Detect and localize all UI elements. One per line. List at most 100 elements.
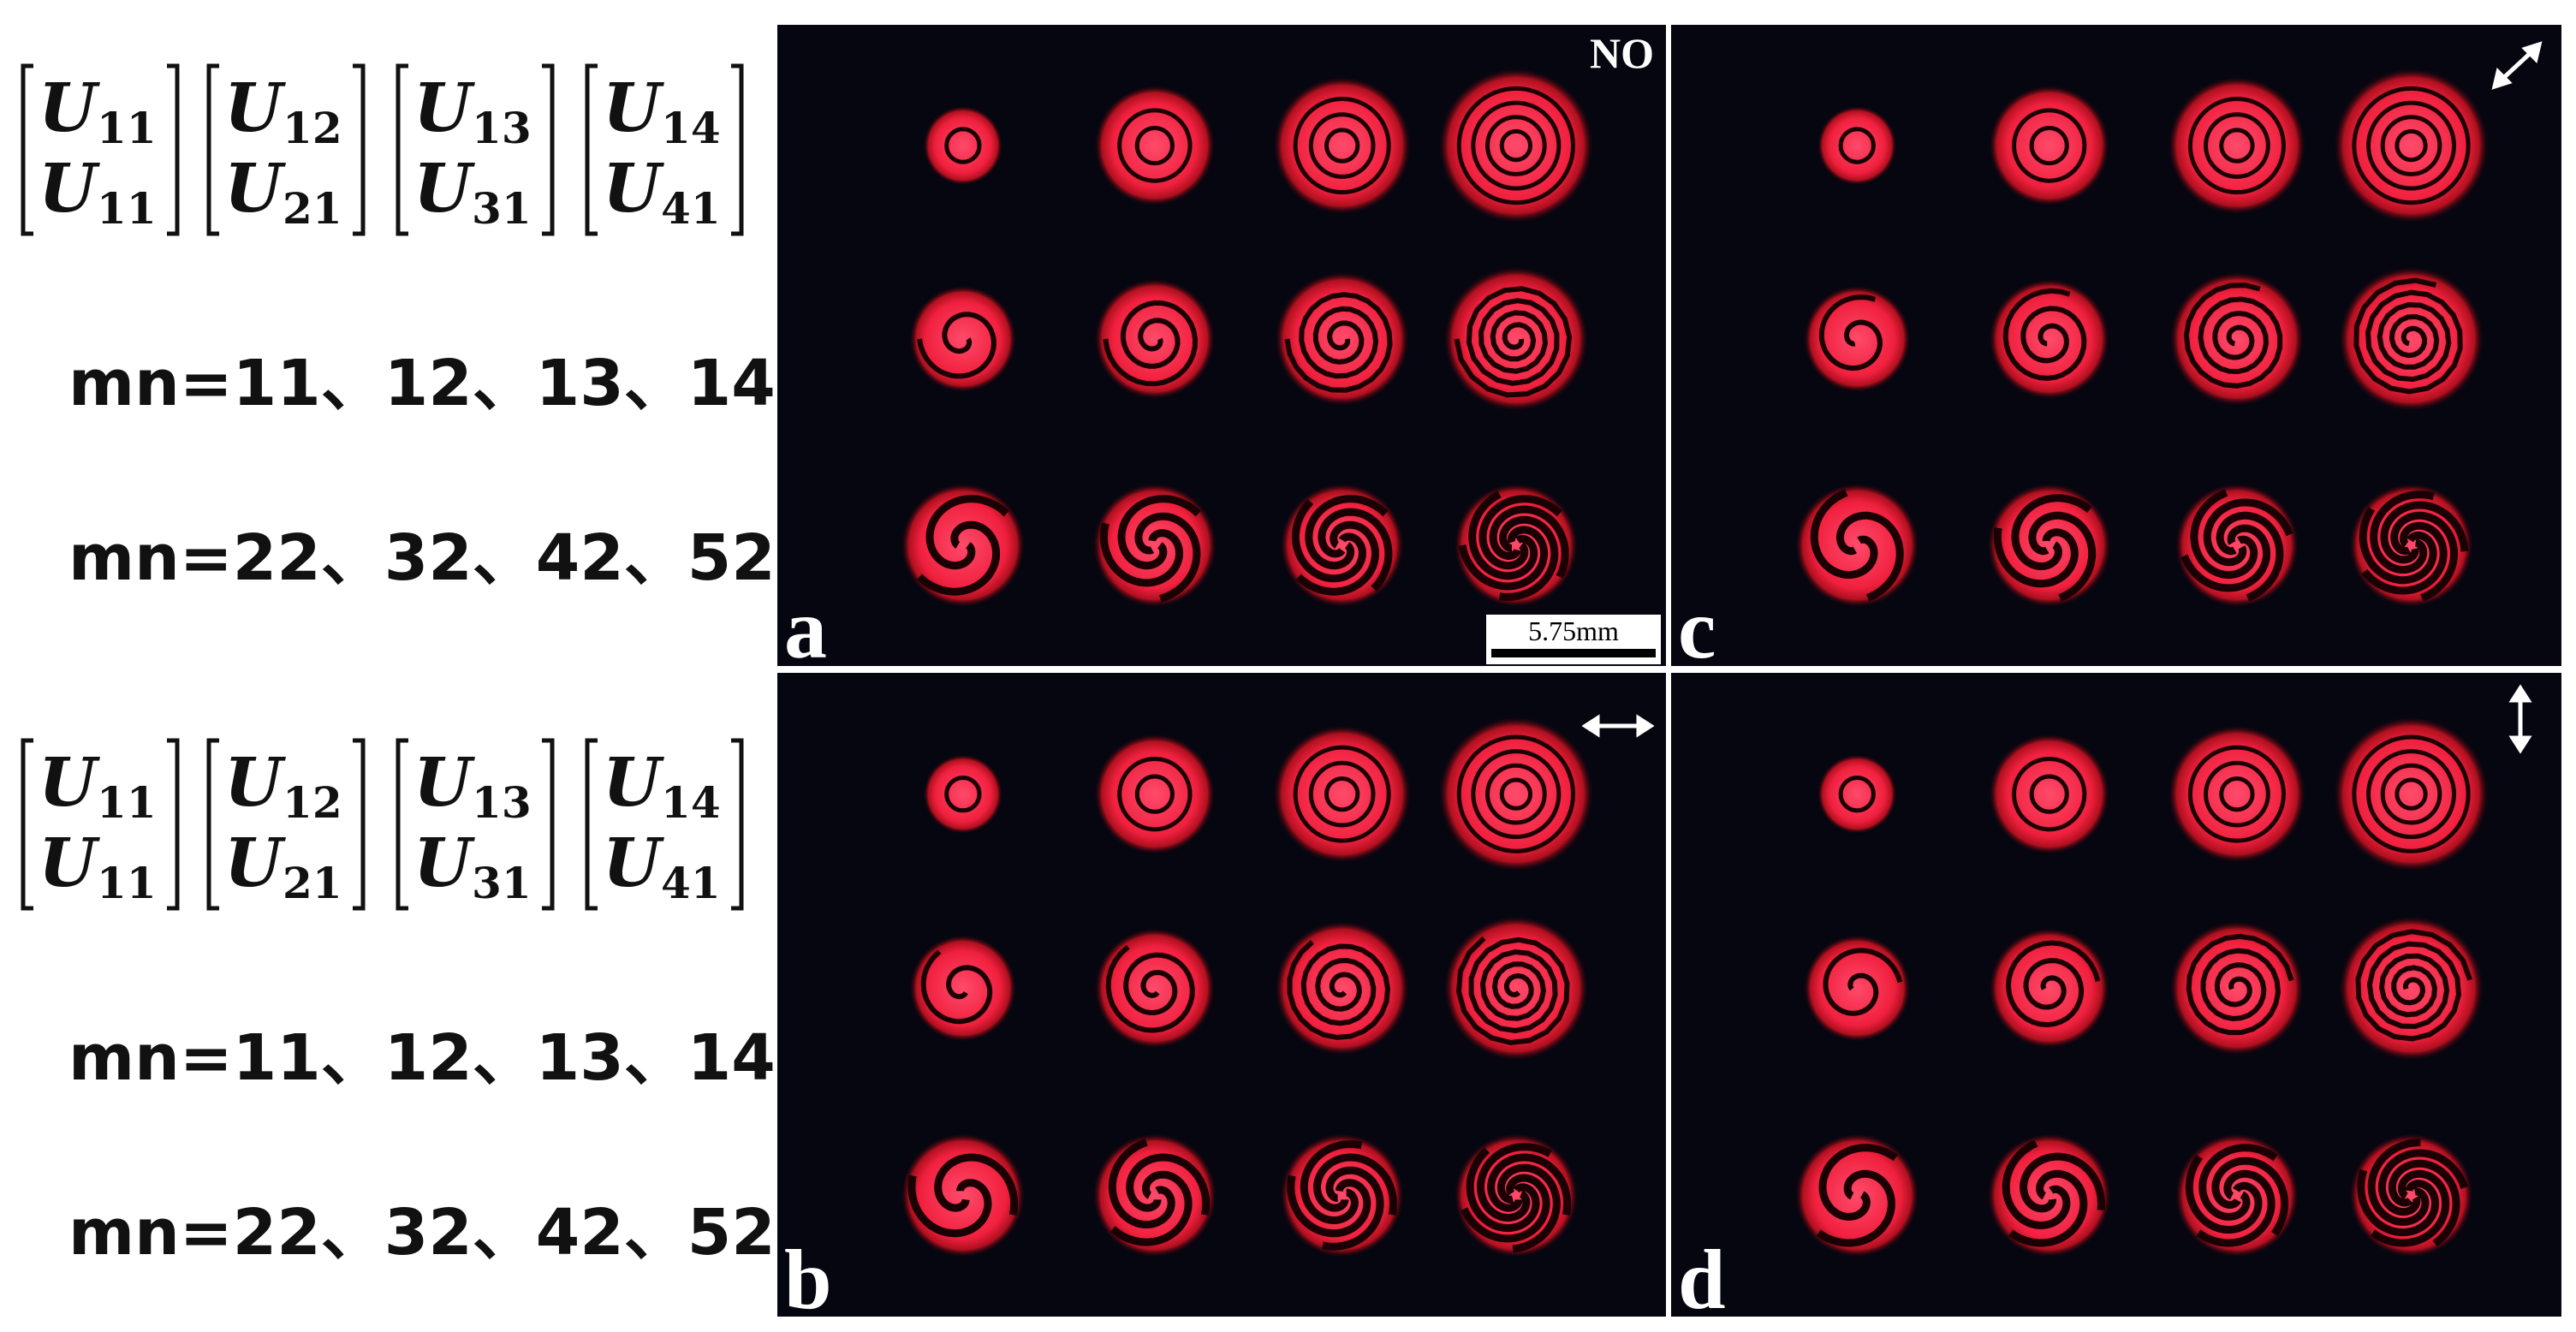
spiral <box>2180 489 2293 602</box>
symbol: U <box>413 824 475 902</box>
ring <box>2187 97 2286 195</box>
symbol: U <box>39 824 100 902</box>
subscript: 21 <box>283 183 342 234</box>
beam-spot <box>2174 483 2299 607</box>
bracket-right <box>542 63 555 236</box>
ring <box>1117 108 1193 183</box>
bracket-right <box>731 63 744 236</box>
spiral <box>920 949 993 1025</box>
ring <box>1471 749 1562 840</box>
beam-spot <box>1989 734 2109 854</box>
beam-spot <box>1438 717 1593 871</box>
spiral <box>2186 933 2294 1036</box>
beam-spot <box>1817 106 1897 186</box>
ring <box>2187 745 2286 843</box>
spiral <box>917 312 996 379</box>
spiral <box>2183 282 2283 389</box>
beam-spot <box>1817 754 1897 834</box>
matrix-entry: U41 <box>603 824 721 908</box>
symbol: U <box>413 69 475 147</box>
beam-spot <box>1094 734 1215 854</box>
matrix-entry: U13 <box>413 744 532 828</box>
matrix-entry: U31 <box>413 824 532 908</box>
subscript: 14 <box>661 777 721 828</box>
beam-spot <box>1795 483 1919 607</box>
ring <box>1134 774 1175 814</box>
subscript: 11 <box>97 183 157 234</box>
spiral <box>1823 948 1903 1016</box>
subscript: 21 <box>283 858 342 908</box>
subscript: 31 <box>472 858 532 908</box>
ring <box>2219 776 2255 812</box>
spiral <box>2002 288 2087 381</box>
matrix-entry: U31 <box>413 150 532 234</box>
ring <box>2352 734 2471 853</box>
spiral <box>1103 300 1199 387</box>
ring <box>2380 763 2442 825</box>
matrix-entry: U21 <box>224 824 342 908</box>
spiral <box>1291 495 1393 596</box>
panel: d <box>1668 669 2565 1327</box>
beam-spot <box>901 1133 1025 1258</box>
ring <box>944 127 982 164</box>
matrix-entry: U11 <box>39 824 157 908</box>
subscript: 11 <box>97 777 157 828</box>
subscript: 41 <box>661 858 721 908</box>
ring <box>1838 127 1876 164</box>
symbol: U <box>603 824 664 902</box>
subscript: 13 <box>472 777 532 828</box>
spiral <box>1108 1139 1211 1246</box>
arrow-heads <box>2491 41 2543 90</box>
matrix-entry: U14 <box>603 69 721 153</box>
ring <box>1308 112 1376 179</box>
spiral <box>1818 294 1883 372</box>
subscript: 12 <box>283 103 342 153</box>
ring <box>2012 108 2087 183</box>
ring <box>1485 763 1547 825</box>
matrix-entry: U13 <box>413 69 532 153</box>
symbol: U <box>603 744 664 822</box>
beam-spot <box>1804 935 1911 1042</box>
matrix-entry: U12 <box>224 744 342 828</box>
ring <box>1293 97 1391 195</box>
beam-spot <box>1989 86 2109 206</box>
ring <box>2204 112 2270 179</box>
bracket-right <box>167 63 180 236</box>
bracket-left <box>585 63 598 236</box>
beam-spot <box>1280 483 1404 607</box>
bracket-right <box>167 738 180 911</box>
beam-spot <box>923 754 1002 834</box>
bracket-left <box>21 738 33 911</box>
spiral <box>1105 944 1195 1033</box>
ring <box>1324 128 1360 164</box>
ring <box>1485 115 1547 176</box>
scale-bar <box>1491 649 1656 657</box>
symbol: U <box>224 150 286 228</box>
matrix-entry: U41 <box>603 150 721 234</box>
spiral <box>2002 1139 2105 1247</box>
bracket-right <box>353 738 366 911</box>
ring <box>1456 734 1576 853</box>
symbol: U <box>413 150 475 228</box>
spiral <box>1816 1144 1898 1247</box>
bracket-left <box>396 738 408 911</box>
spiral <box>2357 1139 2468 1247</box>
bracket-right <box>731 738 744 911</box>
subscript: 11 <box>97 858 157 908</box>
ring <box>1293 745 1391 843</box>
spiral <box>1287 1139 1398 1251</box>
spiral <box>1458 491 1569 601</box>
ring <box>2012 756 2087 832</box>
beam-spot <box>2334 717 2489 871</box>
subscript: 13 <box>472 103 532 153</box>
ring <box>1499 128 1533 163</box>
symbol: U <box>224 69 286 147</box>
arrow-heads <box>2508 684 2532 754</box>
ring <box>2204 760 2270 828</box>
ring <box>2366 749 2457 840</box>
symbol: U <box>603 69 664 147</box>
ring <box>1308 760 1376 828</box>
beam-spot <box>901 483 1025 607</box>
symbol: U <box>39 744 100 822</box>
